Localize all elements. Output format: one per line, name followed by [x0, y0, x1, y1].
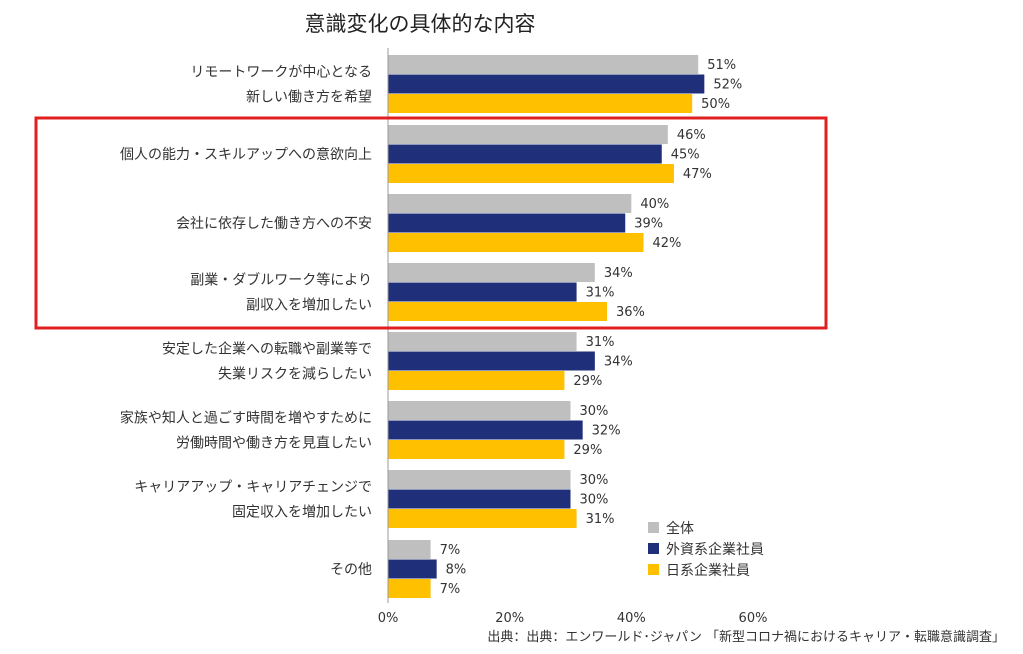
data-label-7-1: 8%	[446, 563, 467, 578]
legend-label-foreign: 外資系企業社員	[666, 541, 764, 558]
bar-6-1	[388, 489, 571, 509]
data-label-3-2: 36%	[616, 305, 645, 320]
data-label-0-0: 51%	[707, 58, 736, 73]
category-label-4-1: 失業リスクを減らしたい	[218, 366, 372, 383]
legend-item-japanese: 日系企業社員	[648, 559, 764, 580]
x-tick-label-1: 20%	[495, 611, 524, 626]
bar-2-2	[388, 233, 644, 252]
highlight-box	[34, 116, 828, 330]
data-label-7-0: 7%	[440, 543, 461, 558]
bar-5-0	[388, 401, 571, 420]
data-label-3-0: 34%	[604, 266, 633, 281]
category-label-6-0: キャリアアップ・キャリアチェンジで	[134, 480, 372, 496]
legend-swatch-foreign	[648, 543, 659, 554]
x-tick-label-0: 0%	[378, 611, 399, 626]
data-label-3-1: 31%	[586, 286, 615, 301]
bar-1-1	[388, 144, 662, 164]
bar-4-2	[388, 371, 565, 390]
data-label-5-1: 32%	[592, 424, 621, 439]
bar-5-1	[388, 420, 583, 440]
bar-3-0	[388, 263, 595, 282]
x-tick-label-3: 60%	[739, 611, 768, 626]
category-label-5-1: 労働時間や働き方を見直したい	[176, 435, 372, 452]
legend-swatch-all	[648, 522, 659, 533]
data-label-1-0: 46%	[677, 128, 706, 143]
bar-4-1	[388, 351, 595, 371]
legend: 全体 外資系企業社員 日系企業社員	[648, 517, 764, 580]
data-label-4-1: 34%	[604, 355, 633, 370]
category-label-7-0: その他	[330, 562, 372, 578]
data-label-4-2: 29%	[573, 374, 602, 389]
data-label-6-0: 30%	[580, 473, 609, 488]
data-label-7-2: 7%	[440, 582, 461, 597]
bar-2-0	[388, 194, 632, 213]
data-label-6-1: 30%	[580, 493, 609, 508]
category-label-3-0: 副業・ダブルワーク等により	[190, 272, 372, 289]
data-label-1-1: 45%	[671, 148, 700, 163]
data-label-1-2: 47%	[683, 167, 712, 182]
category-label-0-0: リモートワークが中心となる	[190, 65, 372, 81]
bar-7-0	[388, 540, 431, 559]
category-label-0-1: 新しい働き方を希望	[246, 90, 372, 106]
x-tick-label-2: 40%	[617, 611, 646, 626]
bar-4-0	[388, 332, 577, 351]
data-label-0-2: 50%	[701, 97, 730, 112]
data-label-2-2: 42%	[653, 236, 682, 251]
category-label-2-0: 会社に依存した働き方への不安	[176, 216, 372, 232]
legend-label-japanese: 日系企業社員	[666, 562, 750, 579]
bar-2-1	[388, 213, 626, 233]
bar-1-0	[388, 125, 668, 144]
bar-0-1	[388, 74, 705, 94]
data-label-2-1: 39%	[634, 217, 663, 232]
data-label-5-0: 30%	[580, 404, 609, 419]
category-label-5-0: 家族や知人と過ごす時間を増やすために	[120, 410, 372, 427]
category-label-6-1: 固定収入を増加したい	[232, 505, 372, 521]
legend-label-all: 全体	[666, 520, 694, 537]
category-label-4-0: 安定した企業への転職や副業等で	[162, 341, 372, 358]
bar-3-1	[388, 282, 577, 302]
legend-swatch-japanese	[648, 564, 659, 575]
data-label-2-0: 40%	[640, 197, 669, 212]
bar-6-2	[388, 509, 577, 528]
bar-6-0	[388, 470, 571, 489]
chart-title: 意識変化の具体的な内容	[304, 12, 536, 36]
legend-item-foreign: 外資系企業社員	[648, 538, 764, 559]
bar-1-2	[388, 164, 674, 183]
data-label-0-1: 52%	[713, 78, 742, 93]
data-label-5-2: 29%	[573, 443, 602, 458]
data-label-4-0: 31%	[586, 335, 615, 350]
source-note: 出典：出典：エンワールド･ジャパン 「新型コロナ禍におけるキャリア・転職意識調査…	[487, 630, 1005, 645]
bar-7-1	[388, 559, 437, 579]
category-label-3-1: 副収入を増加したい	[246, 298, 372, 314]
category-label-1-0: 個人の能力・スキルアップへの意欲向上	[120, 146, 372, 163]
data-label-6-2: 31%	[586, 512, 615, 527]
bar-7-2	[388, 579, 431, 598]
bar-0-2	[388, 94, 693, 113]
legend-item-all: 全体	[648, 517, 764, 538]
bar-5-2	[388, 440, 565, 459]
bar-3-2	[388, 302, 607, 321]
bar-0-0	[388, 55, 699, 74]
